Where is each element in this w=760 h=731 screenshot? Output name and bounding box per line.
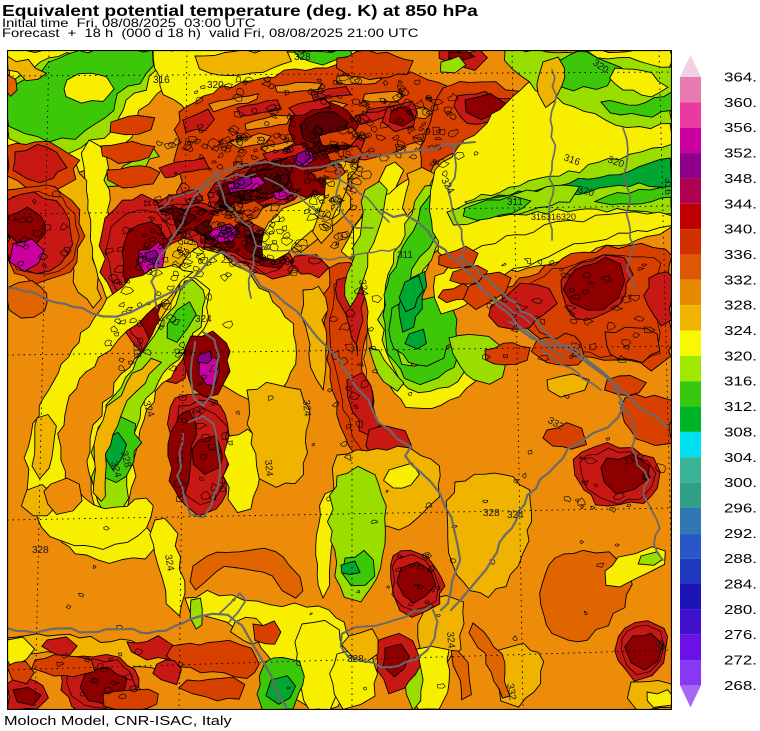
- svg-text:324: 324: [262, 459, 274, 477]
- svg-text:276.: 276.: [724, 627, 757, 642]
- svg-text:316: 316: [662, 178, 672, 195]
- svg-text:272.: 272.: [724, 653, 757, 668]
- svg-text:324: 324: [108, 460, 123, 479]
- svg-text:360.: 360.: [724, 95, 757, 110]
- svg-text:364.: 364.: [724, 70, 757, 85]
- svg-text:320: 320: [576, 184, 595, 199]
- svg-text:320.: 320.: [724, 348, 757, 363]
- svg-text:328: 328: [118, 450, 133, 469]
- svg-text:324: 324: [507, 510, 524, 521]
- svg-text:292.: 292.: [724, 526, 757, 541]
- svg-text:324: 324: [300, 399, 312, 417]
- svg-text:332: 332: [504, 683, 518, 702]
- svg-text:340.: 340.: [724, 222, 757, 237]
- svg-text:311: 311: [507, 197, 523, 208]
- svg-text:352.: 352.: [724, 146, 757, 161]
- svg-text:328: 328: [32, 545, 49, 556]
- svg-text:312.: 312.: [724, 399, 757, 414]
- svg-text:316: 316: [153, 75, 170, 86]
- svg-text:300.: 300.: [724, 475, 757, 490]
- svg-text:324: 324: [356, 279, 370, 298]
- svg-text:348.: 348.: [724, 171, 757, 186]
- svg-text:328.: 328.: [724, 298, 757, 313]
- svg-text:324: 324: [195, 314, 212, 325]
- svg-text:328: 328: [483, 508, 500, 519]
- svg-text:284.: 284.: [724, 577, 757, 592]
- svg-text:288.: 288.: [724, 551, 757, 566]
- svg-text:328: 328: [347, 654, 364, 665]
- svg-text:344.: 344.: [724, 196, 757, 211]
- svg-text:332.: 332.: [724, 272, 757, 287]
- svg-text:324.: 324.: [724, 323, 757, 338]
- svg-text:296.: 296.: [724, 500, 757, 515]
- svg-text:316316320: 316316320: [531, 212, 576, 222]
- svg-text:308.: 308.: [724, 424, 757, 439]
- svg-text:336.: 336.: [724, 247, 757, 262]
- svg-text:33: 33: [652, 638, 667, 654]
- svg-text:324: 324: [444, 631, 456, 649]
- svg-text:316.: 316.: [724, 374, 757, 389]
- svg-text:316: 316: [130, 341, 142, 359]
- svg-text:324: 324: [162, 554, 176, 573]
- svg-text:328: 328: [294, 52, 311, 63]
- svg-text:268.: 268.: [724, 678, 757, 693]
- svg-text:280.: 280.: [724, 602, 757, 617]
- svg-text:356.: 356.: [724, 120, 757, 135]
- svg-text:311: 311: [397, 250, 413, 261]
- svg-text:320: 320: [207, 80, 224, 91]
- svg-text:304.: 304.: [724, 450, 757, 465]
